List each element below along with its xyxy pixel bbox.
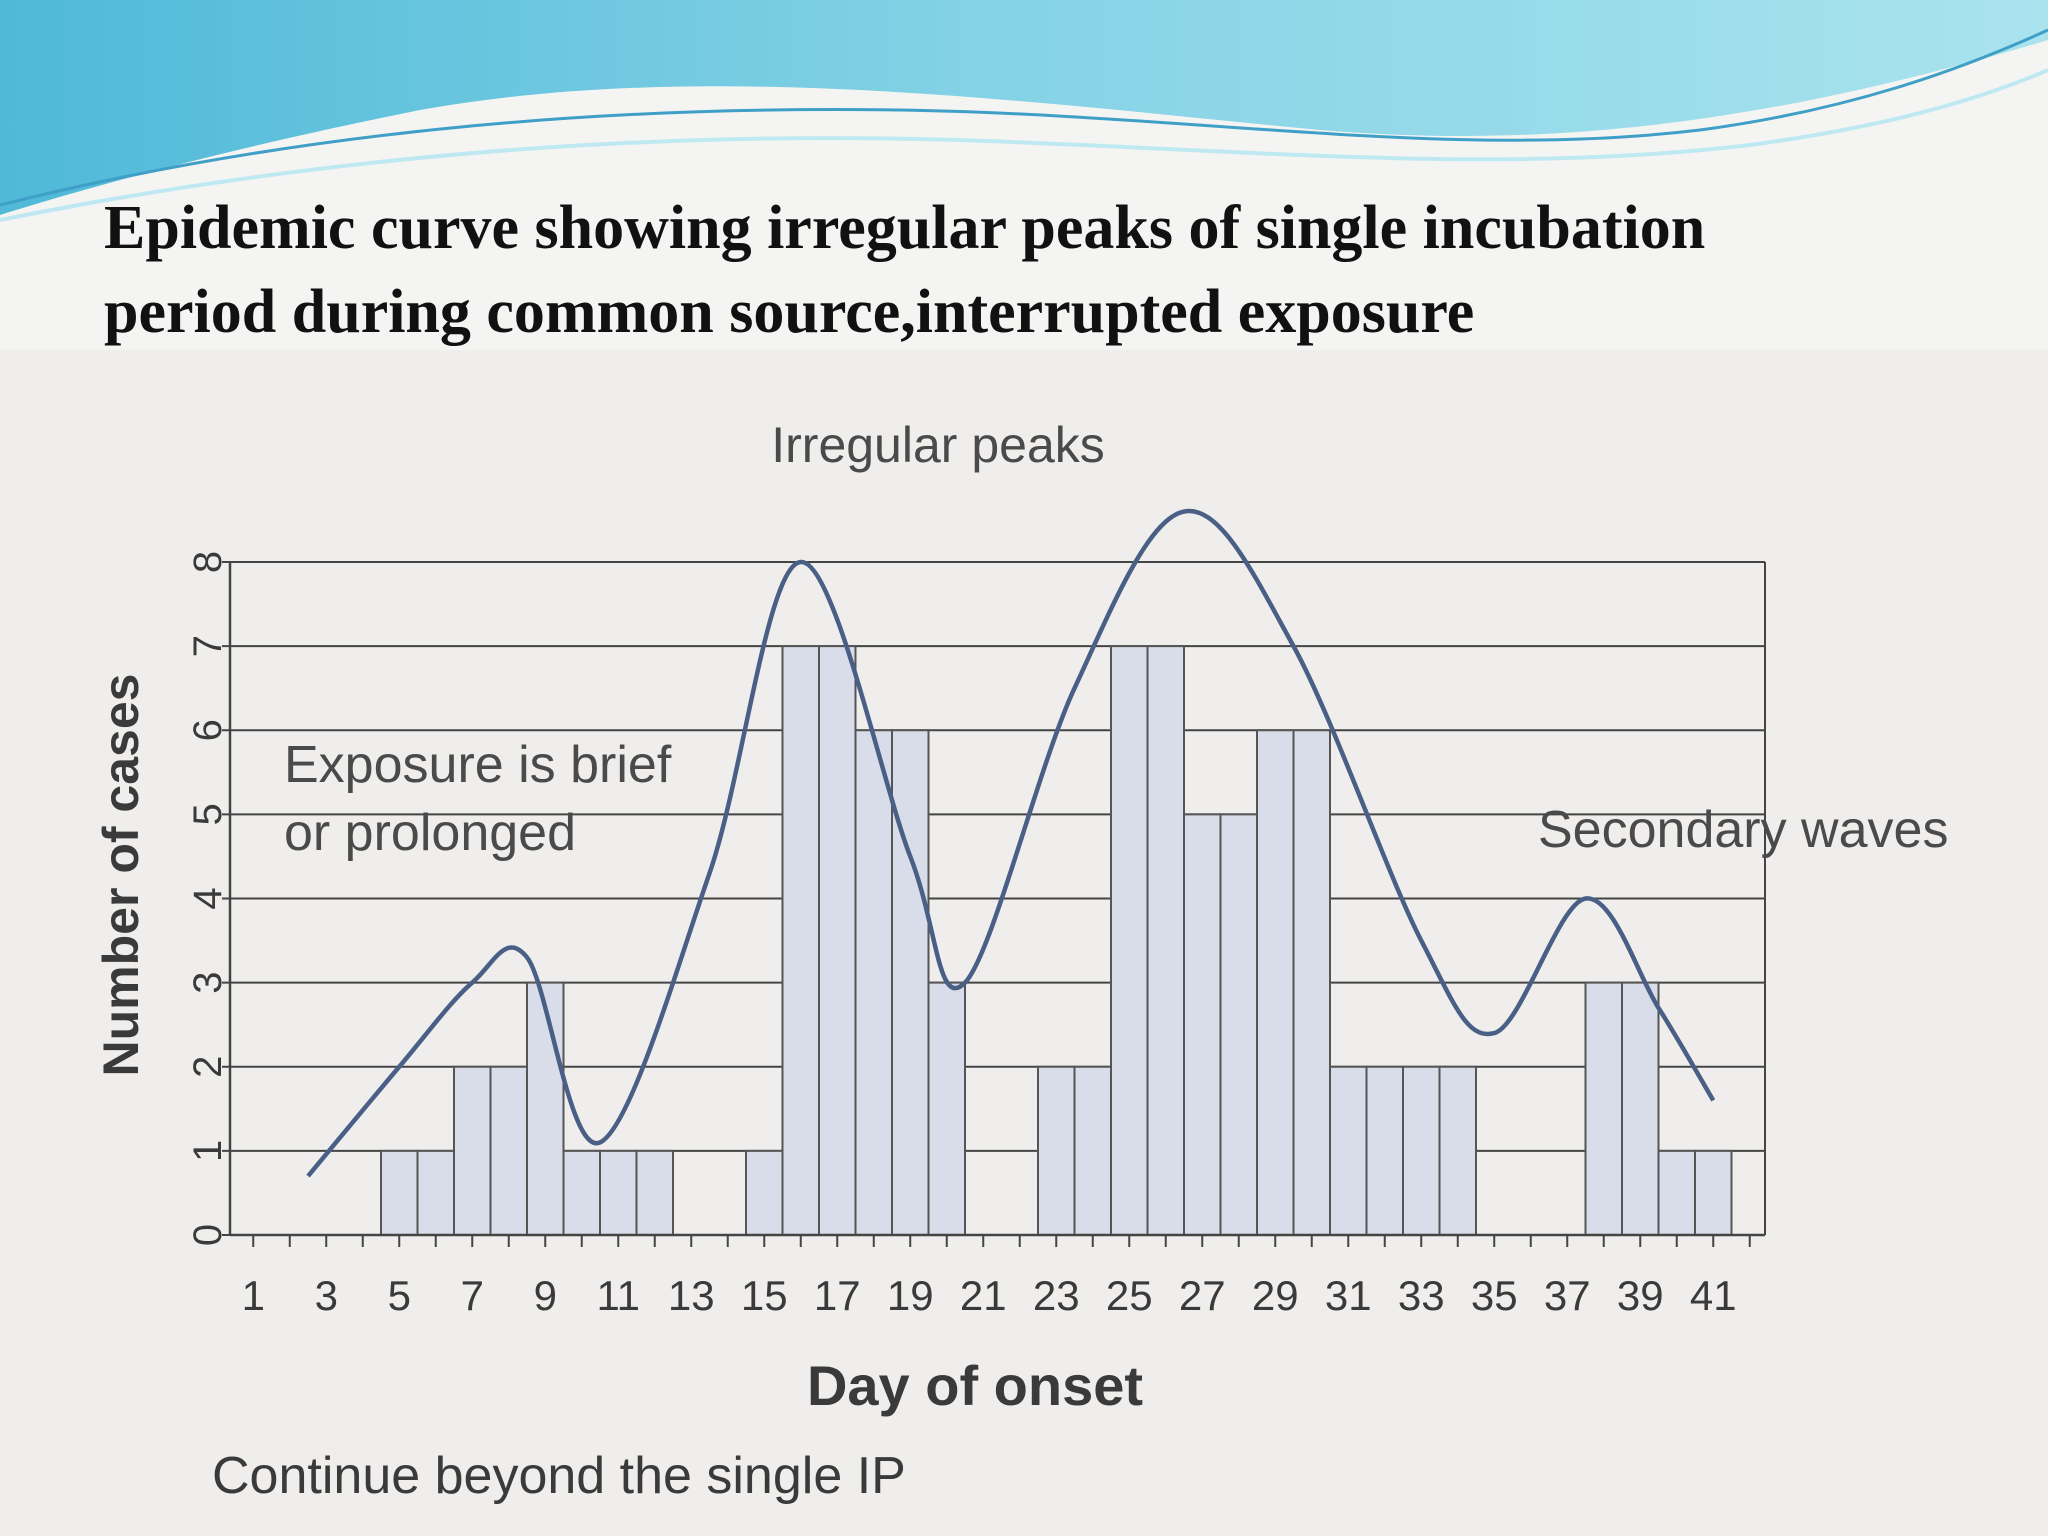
y-tick-label-1: 1 — [186, 1140, 230, 1162]
bar-day-6 — [416, 1149, 455, 1236]
bar-day-41 — [1694, 1149, 1733, 1236]
x-tick-label-39: 39 — [1617, 1272, 1664, 1319]
bar-day-26 — [1146, 645, 1185, 1236]
chart-photo-area: 0 1 2 3 4 5 6 7 8 1 3 5 7 9 11 13 15 17 19 21 23 25 27 29 31 33 35… — [0, 350, 2048, 1536]
chart-bars — [380, 645, 1733, 1236]
x-tick-label-13: 13 — [668, 1272, 715, 1319]
x-tick-label-19: 19 — [887, 1272, 934, 1319]
slide-title-line-1: Epidemic curve showing irregular peaks o… — [104, 194, 1706, 262]
bar-day-10 — [562, 1149, 601, 1236]
bar-day-9 — [526, 981, 565, 1236]
bar-day-33 — [1402, 1065, 1441, 1236]
x-axis-label: Day of onset — [807, 1354, 1143, 1417]
bar-day-32 — [1365, 1065, 1404, 1236]
x-tick-label-25: 25 — [1106, 1272, 1153, 1319]
x-tick-label-5: 5 — [388, 1272, 411, 1319]
annotation-exposure-line-1: Exposure is brief — [284, 736, 672, 794]
y-tick-label-2: 2 — [186, 1056, 230, 1078]
bar-day-29 — [1256, 729, 1295, 1236]
x-tick-label-33: 33 — [1398, 1272, 1445, 1319]
bar-day-38 — [1584, 981, 1623, 1236]
x-tick-label-35: 35 — [1471, 1272, 1518, 1319]
y-tick-label-5: 5 — [186, 803, 230, 825]
bar-day-40 — [1657, 1149, 1696, 1236]
x-tick-label-1: 1 — [242, 1272, 265, 1319]
x-tick-label-17: 17 — [814, 1272, 861, 1319]
bar-day-16 — [781, 645, 820, 1236]
bar-day-17 — [818, 645, 857, 1236]
annotation-irregular-peaks: Irregular peaks — [771, 417, 1105, 473]
annotation-continue: Continue beyond the single IP — [212, 1447, 906, 1505]
annotation-secondary-waves: Secondary waves — [1538, 801, 1948, 859]
y-tick-label-0: 0 — [186, 1224, 230, 1246]
x-tick-label-31: 31 — [1325, 1272, 1372, 1319]
bar-day-28 — [1219, 813, 1258, 1236]
x-tick-label-29: 29 — [1252, 1272, 1299, 1319]
trend-curve-line — [306, 508, 1716, 1178]
x-tick-label-37: 37 — [1544, 1272, 1591, 1319]
annotation-exposure-line-2: or prolonged — [284, 804, 576, 862]
bar-day-31 — [1329, 1065, 1368, 1236]
bar-day-15 — [745, 1149, 784, 1236]
bar-day-24 — [1073, 1065, 1112, 1236]
x-tick-label-11: 11 — [596, 1272, 640, 1319]
bar-day-30 — [1292, 729, 1331, 1236]
bar-day-39 — [1621, 981, 1660, 1236]
y-tick-label-3: 3 — [186, 972, 230, 994]
bar-day-27 — [1183, 813, 1222, 1236]
y-tick-label-7: 7 — [186, 635, 230, 657]
chart-gridlines — [230, 561, 1766, 1235]
x-tick-label-9: 9 — [534, 1272, 557, 1319]
x-tick-label-15: 15 — [741, 1272, 788, 1319]
x-tick-label-3: 3 — [315, 1272, 338, 1319]
header-wave-line — [0, 28, 2048, 207]
slide-title-line-2: period during common source,interrupted … — [104, 278, 1475, 346]
bar-day-12 — [635, 1149, 674, 1236]
x-tick-label-41: 41 — [1690, 1272, 1737, 1319]
x-tick-label-27: 27 — [1179, 1272, 1226, 1319]
bar-day-7 — [453, 1065, 492, 1236]
x-tick-label-23: 23 — [1033, 1272, 1080, 1319]
bar-day-5 — [380, 1149, 419, 1236]
y-tick-label-4: 4 — [186, 887, 230, 909]
bar-day-23 — [1037, 1065, 1076, 1236]
chart-trend-curve — [306, 508, 1716, 1178]
bar-day-8 — [489, 1065, 528, 1236]
bar-day-11 — [599, 1149, 638, 1236]
bar-day-25 — [1110, 645, 1149, 1236]
y-tick-label-8: 8 — [186, 551, 230, 573]
y-axis-label: Number of cases — [93, 674, 149, 1077]
bar-day-34 — [1438, 1065, 1477, 1236]
bar-day-18 — [854, 729, 893, 1236]
bar-day-19 — [891, 729, 930, 1236]
header-wave-line-light — [0, 68, 2048, 222]
header-wave-decoration — [0, 0, 2048, 222]
y-tick-label-6: 6 — [186, 719, 230, 741]
x-tick-label-7: 7 — [461, 1272, 484, 1319]
x-tick-label-21: 21 — [960, 1272, 1007, 1319]
bar-day-20 — [927, 981, 966, 1236]
header-wave-top — [0, 0, 2048, 215]
slide-title: Epidemic curve showing irregular peaks o… — [104, 186, 2004, 354]
